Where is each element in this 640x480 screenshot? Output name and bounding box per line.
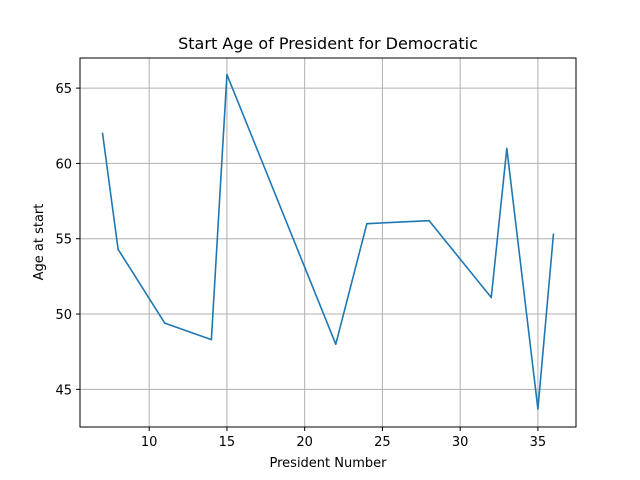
x-tick-label: 20 [296,435,313,450]
data-point [163,322,166,324]
y-tick-label: 65 [55,82,72,97]
y-axis: 45 50 55 60 65 [55,82,80,398]
x-axis: 10 15 20 25 30 35 [141,427,546,450]
data-point [552,233,555,236]
y-tick-label: 55 [55,233,72,248]
y-tick-label: 45 [55,383,72,398]
data-point [490,296,493,299]
data-point [366,222,368,225]
x-tick-label: 10 [141,435,158,450]
x-tick-label: 30 [452,435,469,450]
series-line [101,73,555,410]
y-axis-label: Age at start [32,204,47,281]
data-point [210,338,213,341]
y-tick-label: 60 [55,157,72,172]
x-tick-label: 15 [219,435,236,450]
data-point [506,147,508,150]
data-point [428,219,430,222]
y-tick-label: 50 [55,308,72,323]
data-point [101,132,104,135]
x-tick-label: 35 [530,435,547,450]
chart-title: Start Age of President for Democratic [178,34,478,53]
grid [80,58,576,427]
plot-frame [79,57,577,428]
x-axis-label: President Number [270,456,388,471]
series-layer [101,73,555,410]
data-point [226,73,228,76]
data-point [537,408,539,410]
x-tick-label: 25 [374,435,391,450]
data-point [117,248,119,251]
data-point [334,343,337,345]
